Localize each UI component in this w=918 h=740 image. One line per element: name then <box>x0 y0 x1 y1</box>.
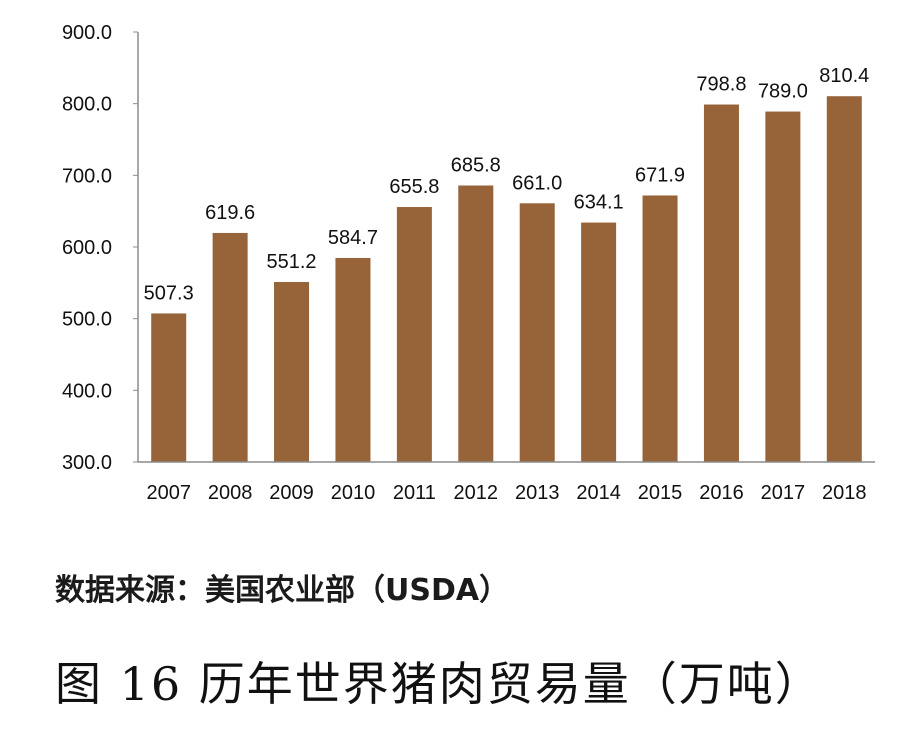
x-tick-label-2008: 2008 <box>208 482 253 504</box>
figure-caption: 图 16 历年世界猪肉贸易量（万吨） <box>55 657 823 711</box>
bar-2013 <box>519 203 555 463</box>
x-tick-label-2014: 2014 <box>576 482 621 504</box>
value-label-2008: 619.6 <box>205 202 255 224</box>
value-label-2018: 810.4 <box>819 65 869 87</box>
bar-series <box>151 96 862 463</box>
bar-2010 <box>335 257 371 462</box>
value-label-2015: 671.9 <box>635 164 685 186</box>
bar-2007 <box>151 313 187 462</box>
bar-2017 <box>765 111 801 463</box>
value-label-2013: 661.0 <box>512 172 562 194</box>
x-tick-label-2012: 2012 <box>454 482 499 504</box>
y-tick-label: 700.0 <box>62 165 112 187</box>
bar-2018 <box>826 96 862 463</box>
value-label-2011: 655.8 <box>389 176 439 198</box>
x-axis-tick-labels: 2007 2008 2009 2010 2011 2012 2013 2014 2015 2016… <box>146 482 866 504</box>
x-tick-label-2015: 2015 <box>638 482 683 504</box>
x-tick-label-2016: 2016 <box>699 482 744 504</box>
value-label-2012: 685.8 <box>451 155 501 177</box>
value-label-2017: 789.0 <box>758 81 808 103</box>
x-tick-label-2009: 2009 <box>269 482 314 504</box>
x-tick-label-2010: 2010 <box>331 482 376 504</box>
value-label-2016: 798.8 <box>696 74 746 96</box>
value-label-2010: 584.7 <box>328 227 378 249</box>
y-tick-label: 900.0 <box>62 22 112 44</box>
bar-2015 <box>642 195 678 462</box>
bar-2008 <box>212 232 248 462</box>
x-tick-label-2007: 2007 <box>146 482 191 504</box>
y-tick-label: 600.0 <box>62 237 112 259</box>
y-tick-label: 500.0 <box>62 309 112 331</box>
source-note: 数据来源：美国农业部（USDA） <box>55 573 510 608</box>
x-tick-label-2011: 2011 <box>393 482 436 504</box>
value-label-2007: 507.3 <box>144 282 194 304</box>
bar-2012 <box>458 185 494 462</box>
x-tick-label-2017: 2017 <box>761 482 806 504</box>
y-tick-label: 400.0 <box>62 380 112 402</box>
pork-trade-bar-chart: 300.0 400.0 500.0 600.0 700.0 800.0 900.0 507.… <box>62 22 875 504</box>
data-labels: 507.3 619.6 551.2 584.7 655.8 685.8 661.0 634.1… <box>144 65 870 304</box>
value-label-2009: 551.2 <box>267 251 317 273</box>
x-tick-label-2018: 2018 <box>822 482 867 504</box>
bar-2011 <box>396 207 432 462</box>
y-tick-label: 800.0 <box>62 94 112 116</box>
bar-2009 <box>274 281 310 462</box>
y-tick-label: 300.0 <box>62 452 112 474</box>
x-tick-label-2013: 2013 <box>515 482 560 504</box>
value-label-2014: 634.1 <box>574 192 624 214</box>
y-axis-tick-labels: 300.0 400.0 500.0 600.0 700.0 800.0 900.0 <box>62 22 138 474</box>
bar-2014 <box>581 222 617 462</box>
bar-2016 <box>703 104 739 462</box>
